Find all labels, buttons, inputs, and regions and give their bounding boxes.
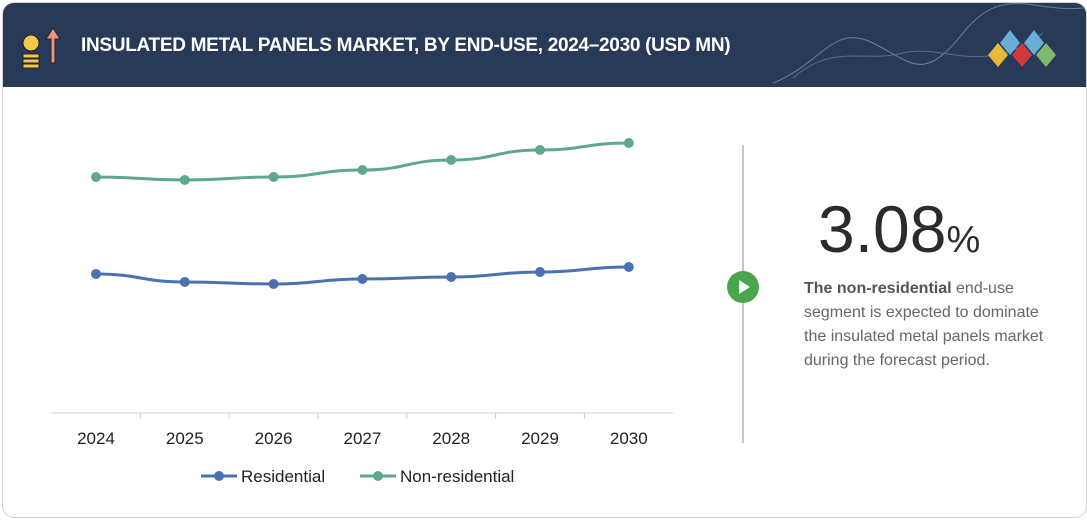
header-banner: INSULATED METAL PANELS MARKET, BY END-US… xyxy=(3,3,1086,87)
desc-rest: end-use segment is expected to dominate … xyxy=(804,280,1044,369)
legend-label: Residential xyxy=(241,467,325,486)
data-point xyxy=(446,155,457,165)
data-point xyxy=(357,165,368,175)
cagr-number: 3.08 xyxy=(818,192,947,266)
x-tick-label: 2026 xyxy=(255,429,293,448)
legend-marker xyxy=(373,471,383,481)
data-point xyxy=(357,274,368,284)
x-tick-label: 2028 xyxy=(432,429,470,448)
data-point xyxy=(535,267,545,277)
cagr-unit: % xyxy=(946,219,981,261)
x-tick-label: 2024 xyxy=(77,429,115,448)
x-tick-label: 2030 xyxy=(610,429,648,448)
money-growth-icon xyxy=(22,27,61,69)
data-point xyxy=(623,262,634,272)
play-icon[interactable] xyxy=(727,271,759,303)
x-tick-label: 2025 xyxy=(166,429,204,448)
data-point xyxy=(268,279,279,289)
data-point xyxy=(91,269,101,279)
chart-title: INSULATED METAL PANELS MARKET, BY END-US… xyxy=(81,35,731,56)
data-point xyxy=(623,138,634,148)
x-tick-label: 2029 xyxy=(521,429,559,448)
data-point xyxy=(91,172,101,182)
data-point xyxy=(179,175,190,185)
data-point xyxy=(179,277,190,287)
header-decoration xyxy=(22,3,1084,84)
legend-label: Non-residential xyxy=(400,467,514,486)
legend-marker xyxy=(214,471,224,481)
data-point xyxy=(268,172,279,182)
cagr-value: 3.08% xyxy=(818,191,980,267)
data-point xyxy=(446,272,457,282)
diamond-logo xyxy=(988,30,1056,67)
line-chart: 2024 2025 2026 2027 2028 2029 2030 Residential N… xyxy=(51,138,673,486)
desc-bold: The non-residential xyxy=(804,280,952,297)
data-point xyxy=(535,145,545,155)
stat-description: The non-residential end-use segment is e… xyxy=(804,277,1044,373)
x-tick-label: 2027 xyxy=(343,429,381,448)
